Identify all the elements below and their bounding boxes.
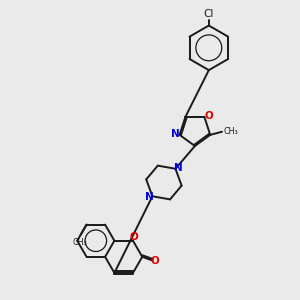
Text: O: O [129,232,138,242]
Text: N: N [174,163,183,173]
Text: N: N [171,129,180,139]
Text: O: O [151,256,159,266]
Text: O: O [204,111,213,121]
Text: Cl: Cl [204,9,214,19]
Text: N: N [145,192,154,202]
Text: CH₃: CH₃ [223,127,238,136]
Text: CH₃: CH₃ [72,238,87,247]
